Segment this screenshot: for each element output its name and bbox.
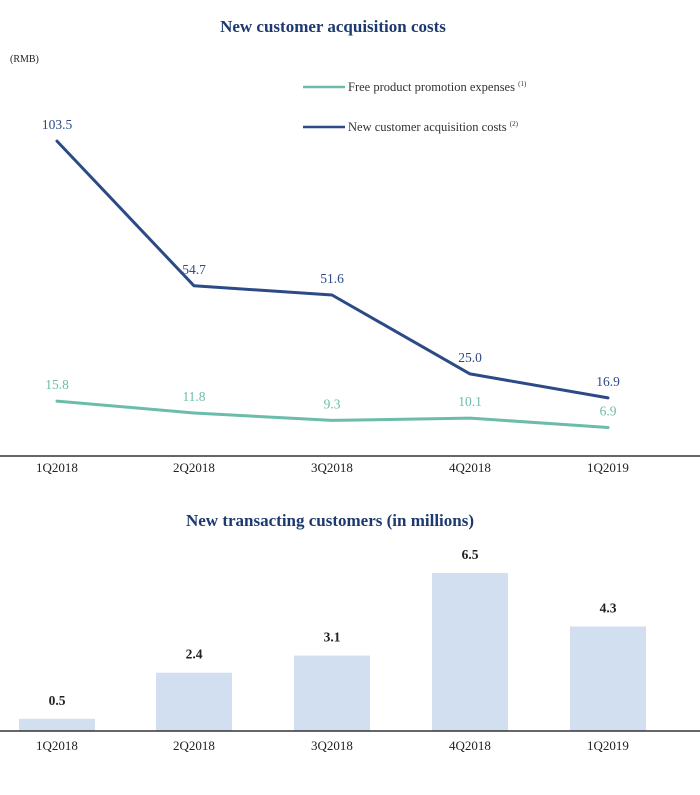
bar-data-label: 0.5 [49, 693, 66, 708]
x-tick-label: 4Q2018 [449, 738, 491, 753]
data-label: 25.0 [458, 350, 482, 365]
x-tick-label: 1Q2019 [587, 738, 629, 753]
data-label: 15.8 [45, 377, 69, 392]
bar-series [19, 573, 646, 731]
legend: Free product promotion expenses (1) New … [303, 80, 527, 134]
x-tick-label: 1Q2018 [36, 460, 78, 475]
bar-data-labels: 0.5 2.4 3.1 6.5 4.3 [49, 547, 617, 708]
line-chart-tick-labels: 1Q2018 2Q2018 3Q2018 4Q2018 1Q2019 [36, 460, 629, 475]
data-label: 51.6 [320, 271, 344, 286]
bar-chart-tick-labels: 1Q2018 2Q2018 3Q2018 4Q2018 1Q2019 [36, 738, 629, 753]
data-label: 9.3 [324, 396, 341, 411]
bar [432, 573, 508, 731]
data-label: 10.1 [458, 394, 482, 409]
bar [156, 672, 232, 731]
bar-data-label: 4.3 [600, 601, 617, 616]
bar-data-label: 6.5 [462, 547, 479, 562]
bar [19, 718, 95, 731]
bar-chart-title: New transacting customers (in millions) [186, 511, 474, 530]
line-data-labels: 15.8 11.8 9.3 10.1 6.9 103.5 54.7 51.6 25.0 16.9 [42, 117, 620, 418]
series-line-free-product [55, 399, 610, 429]
data-label: 11.8 [182, 389, 205, 404]
line-chart-title: New customer acquisition costs [220, 17, 446, 36]
legend-label-free-product: Free product promotion expenses (1) [348, 80, 527, 94]
x-tick-label: 3Q2018 [311, 460, 353, 475]
x-tick-label: 1Q2019 [587, 460, 629, 475]
x-tick-label: 1Q2018 [36, 738, 78, 753]
line-series-group [55, 139, 610, 429]
legend-label-acquisition-cost: New customer acquisition costs (2) [348, 120, 519, 134]
bar-chart: New transacting customers (in millions) … [0, 511, 700, 753]
x-tick-label: 3Q2018 [311, 738, 353, 753]
x-tick-label: 2Q2018 [173, 460, 215, 475]
x-tick-label: 2Q2018 [173, 738, 215, 753]
data-label: 16.9 [596, 374, 620, 389]
data-label: 54.7 [182, 262, 206, 277]
series-line-acquisition-cost [55, 139, 610, 400]
bar-data-label: 2.4 [186, 647, 203, 662]
line-chart: New customer acquisition costs (RMB) Fre… [0, 17, 700, 475]
bar [570, 626, 646, 731]
x-tick-label: 4Q2018 [449, 460, 491, 475]
unit-label: (RMB) [10, 54, 39, 65]
data-label: 6.9 [600, 404, 617, 419]
bar [294, 655, 370, 731]
bar-data-label: 3.1 [324, 630, 341, 645]
data-label: 103.5 [42, 117, 73, 132]
